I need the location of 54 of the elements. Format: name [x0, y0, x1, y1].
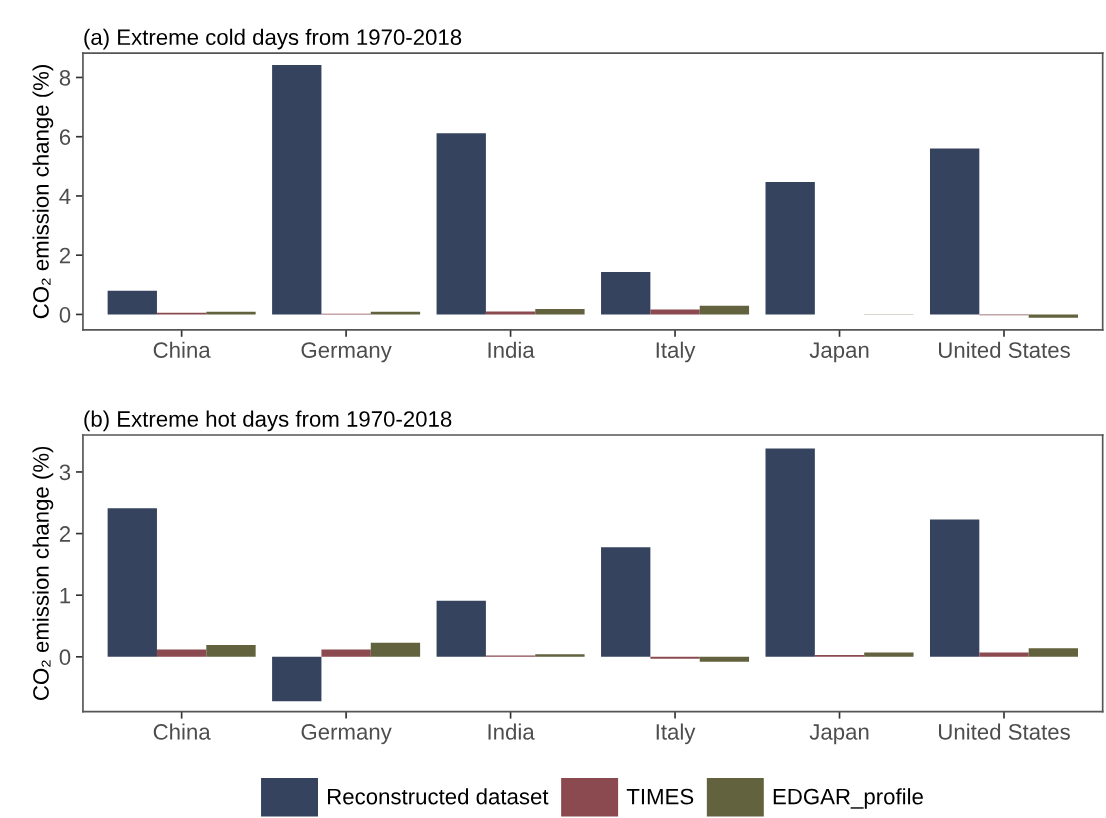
bar: [979, 652, 1029, 657]
bar: [321, 649, 371, 657]
bar: [765, 182, 815, 315]
y-tick-label: 6: [59, 129, 71, 145]
bar: [436, 600, 486, 657]
x-tick-label: India: [488, 723, 535, 740]
bar: [699, 656, 750, 662]
bar: [601, 272, 651, 315]
legend-label: EDGAR_profile: [773, 788, 923, 809]
bar: [272, 656, 322, 702]
bar: [206, 645, 256, 657]
bar: [436, 133, 486, 315]
bar: [864, 652, 914, 657]
bar: [1028, 648, 1079, 657]
x-tick-label: Italy: [656, 723, 696, 745]
legend-label: TIMES: [626, 788, 694, 805]
y-tick-label: 1: [60, 587, 71, 604]
bar: [107, 508, 157, 657]
y-tick-label: 8: [59, 70, 71, 86]
x-tick-label: India: [488, 341, 535, 358]
bar: [535, 309, 585, 315]
x-tick-label: Japan: [809, 342, 869, 363]
bar: [272, 65, 322, 315]
chart-title: (b) Extreme hot days from 1970-2018: [84, 410, 452, 432]
bar: [929, 148, 980, 315]
x-tick-label: Italy: [656, 341, 696, 363]
y-tick-label: 2: [59, 247, 71, 264]
bar: [370, 642, 421, 657]
x-tick-label: China: [153, 341, 211, 358]
bar: [1028, 314, 1079, 318]
y-tick-label: 0: [59, 649, 71, 666]
bar: [650, 309, 700, 315]
y-tick-label: 0: [59, 306, 71, 323]
legend-label: Reconstructed dataset: [328, 788, 549, 805]
x-tick-label: Germany: [301, 724, 392, 745]
x-tick-label: Japan: [809, 724, 869, 745]
bar: [765, 448, 815, 657]
x-tick-label: China: [153, 723, 211, 740]
chart-title: (a) Extreme cold days from 1970-2018: [84, 28, 462, 50]
y-tick-label: 3: [59, 464, 71, 481]
bar: [107, 290, 157, 315]
x-tick-label: United States: [939, 341, 1070, 358]
bar: [485, 311, 536, 315]
bar: [699, 305, 750, 315]
x-tick-label: United States: [939, 723, 1070, 740]
bar: [535, 654, 585, 657]
y-axis-title: CO₂ emission change (%): [32, 65, 54, 319]
y-tick-label: 4: [59, 188, 71, 204]
y-axis-title: CO₂ emission change (%): [32, 446, 54, 700]
bar: [156, 649, 207, 657]
bar: [929, 519, 980, 657]
bar: [601, 547, 651, 657]
x-tick-label: Germany: [301, 342, 392, 363]
y-tick-label: 2: [59, 526, 71, 542]
